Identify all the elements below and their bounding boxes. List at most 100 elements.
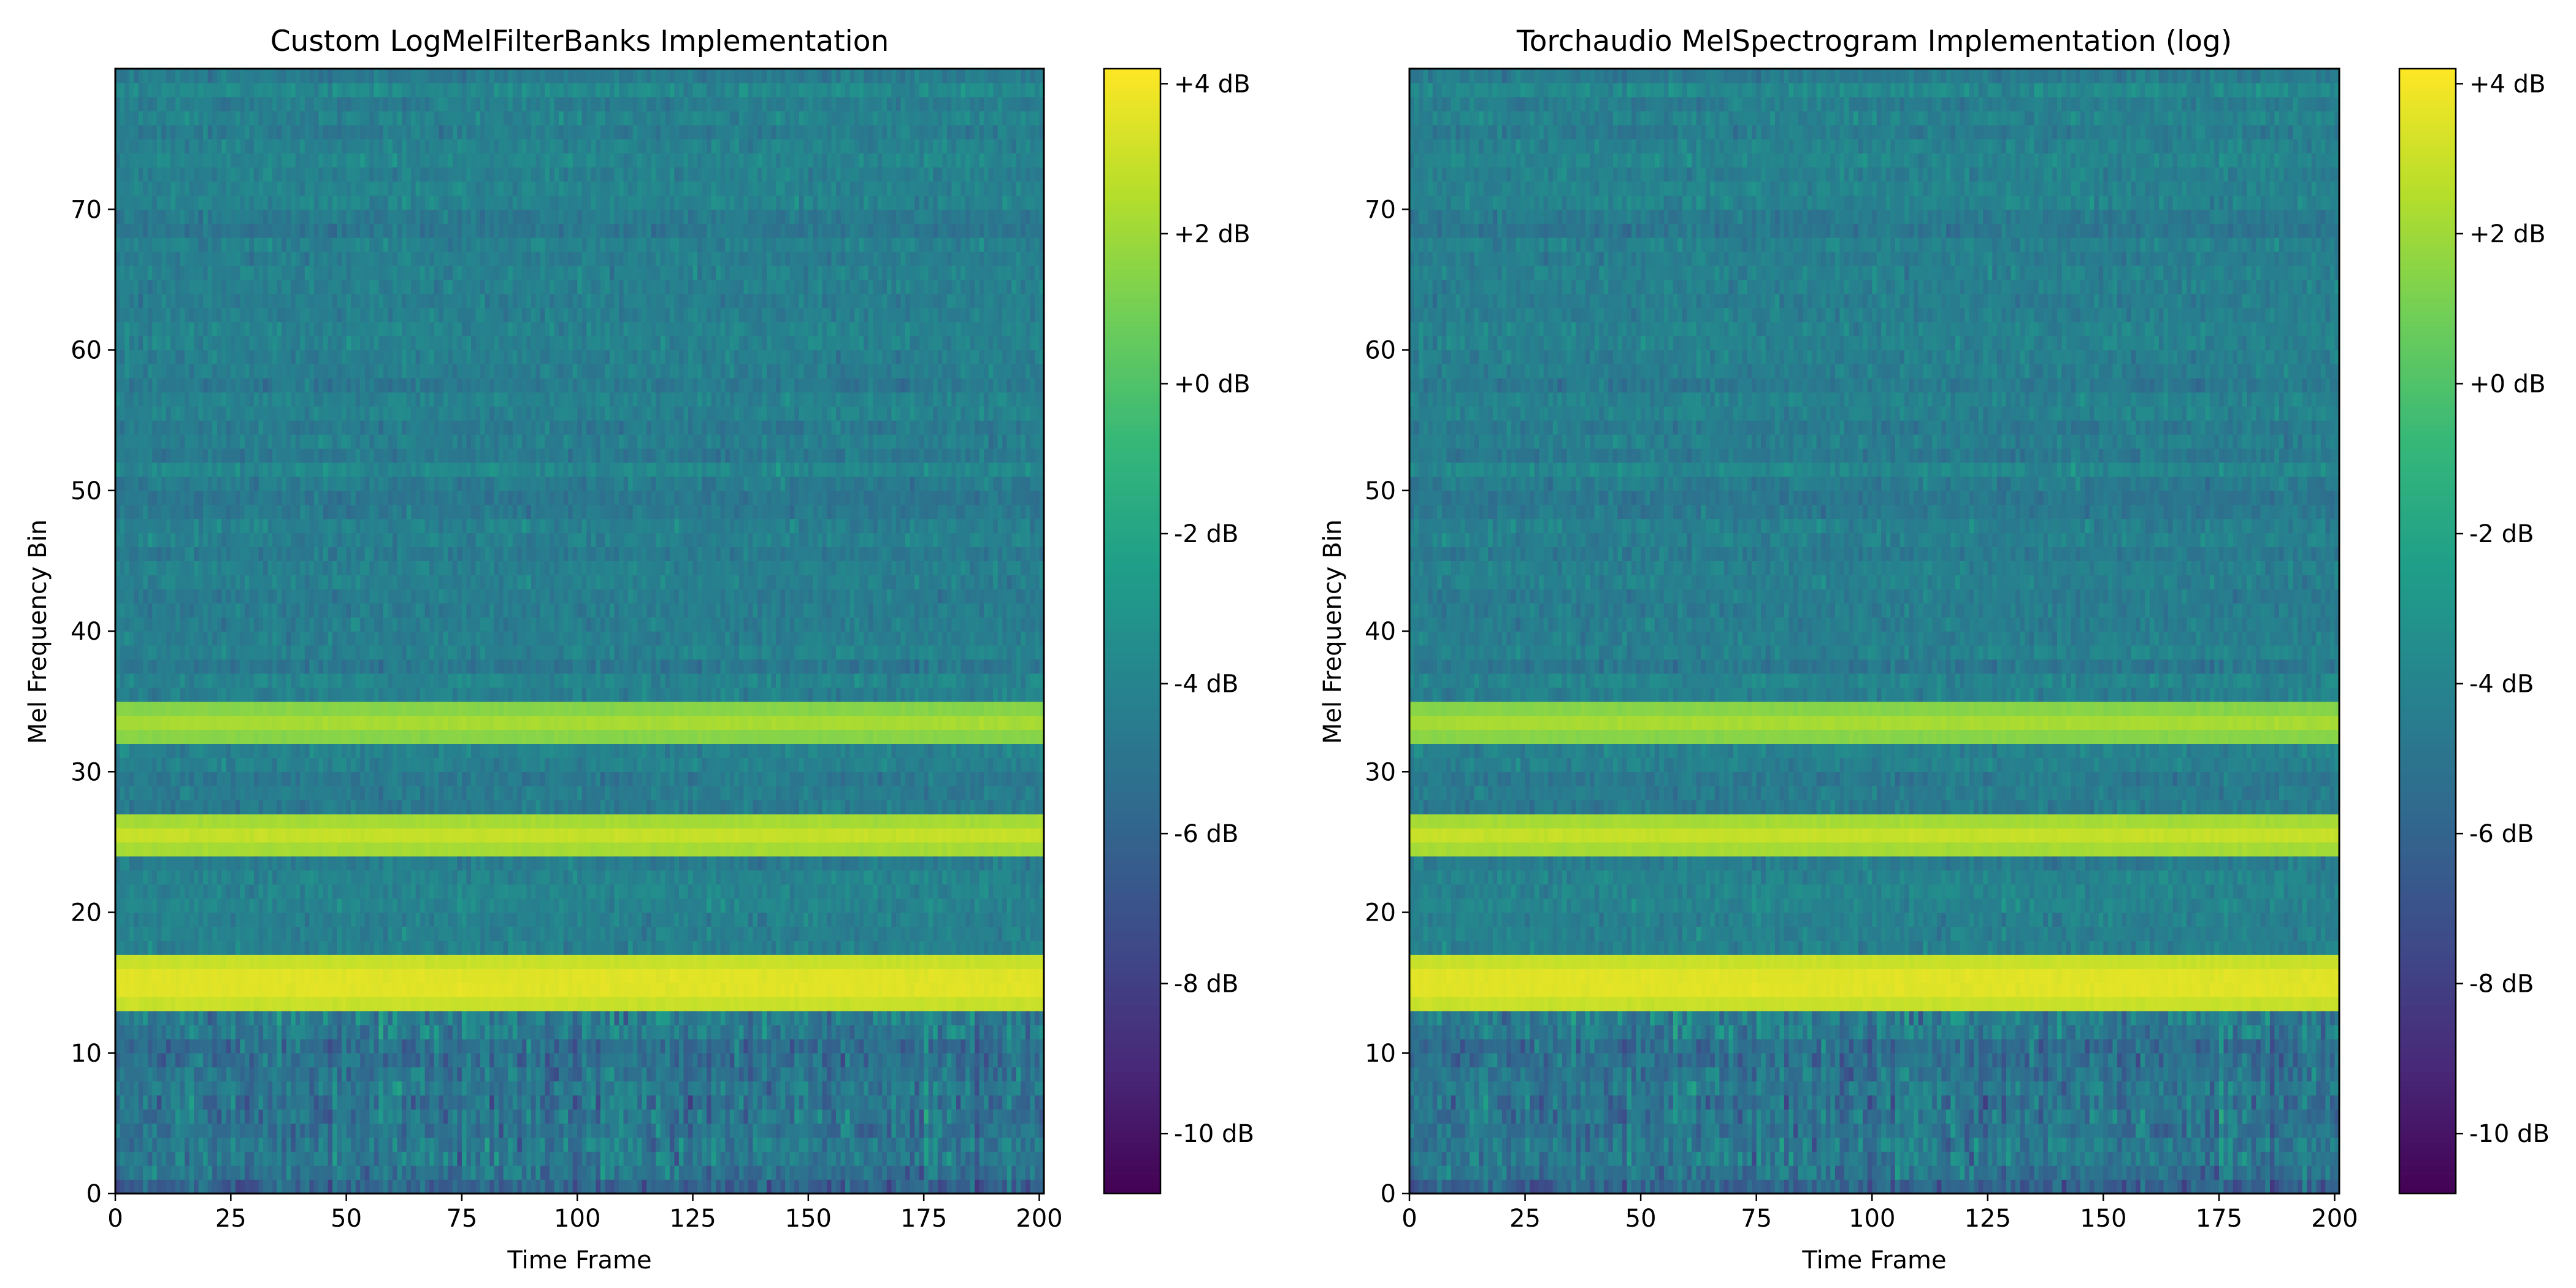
heatmap-cell <box>693 1109 698 1124</box>
heatmap-cell <box>878 1165 883 1180</box>
heatmap-cell <box>318 1137 323 1152</box>
heatmap-cell <box>240 1109 245 1124</box>
heatmap-cell <box>139 1137 144 1152</box>
heatmap-cell <box>407 1179 412 1194</box>
heatmap-cell <box>808 1109 813 1124</box>
heatmap-cell <box>383 1137 388 1152</box>
heatmap-cell <box>661 1151 665 1166</box>
heatmap-cell <box>1007 1151 1012 1166</box>
heatmap-cell <box>175 1165 180 1180</box>
heatmap-cell <box>323 1165 328 1180</box>
heatmap-cell <box>864 1109 868 1124</box>
heatmap-cell <box>411 1165 416 1180</box>
heatmap-cell <box>420 1109 425 1124</box>
heatmap-cell <box>129 1137 134 1152</box>
heatmap-cell <box>845 1123 850 1138</box>
heatmap-cell <box>526 1123 531 1138</box>
heatmap-cell <box>910 1165 915 1180</box>
heatmap-cell <box>1007 1179 1012 1194</box>
heatmap-cell <box>522 1179 527 1194</box>
heatmap-cell <box>642 1123 647 1138</box>
heatmap-cell <box>697 1109 702 1124</box>
heatmap-cell <box>808 1165 813 1180</box>
heatmap-cell <box>328 1095 332 1110</box>
heatmap-cell <box>300 1095 305 1110</box>
heatmap-cell <box>1002 1123 1007 1138</box>
heatmap-cell <box>951 1151 956 1166</box>
heatmap-cell <box>402 1137 407 1152</box>
heatmap-cell <box>960 1179 965 1194</box>
heatmap-cell <box>878 1179 883 1194</box>
heatmap-cell <box>1035 1151 1040 1166</box>
heatmap-cell <box>901 1179 906 1194</box>
heatmap-cell <box>993 1123 998 1138</box>
heatmap-cell <box>637 1151 642 1166</box>
heatmap-cell <box>120 1109 125 1124</box>
heatmap-cell <box>365 1123 370 1138</box>
heatmap-cell <box>1030 1179 1035 1194</box>
heatmap-cell <box>887 1137 892 1152</box>
heatmap-cell <box>559 1151 564 1166</box>
heatmap-cell <box>504 1137 508 1152</box>
heatmap-cell <box>323 1095 328 1110</box>
heatmap-cell <box>910 1109 915 1124</box>
heatmap-cell <box>453 1123 458 1138</box>
heatmap-cell <box>226 1165 231 1180</box>
heatmap-cell <box>989 1165 994 1180</box>
heatmap-cell <box>351 1165 356 1180</box>
heatmap-cell <box>504 1151 508 1166</box>
heatmap-cell <box>522 1165 527 1180</box>
heatmap-cell <box>582 1151 587 1166</box>
heatmap-cell <box>878 1109 883 1124</box>
heatmap-cell <box>347 1095 351 1110</box>
heatmap-cell <box>125 1095 129 1110</box>
heatmap-cell <box>929 1109 933 1124</box>
heatmap-cell <box>573 1095 578 1110</box>
heatmap-cell <box>841 1109 846 1124</box>
heatmap-cell <box>526 1109 531 1124</box>
heatmap-cell <box>813 1165 818 1180</box>
heatmap-cell <box>254 1095 259 1110</box>
heatmap-cell <box>318 1151 323 1166</box>
heatmap-cell <box>596 1095 600 1110</box>
heatmap-cell <box>970 1109 975 1124</box>
heatmap-cell <box>540 1109 545 1124</box>
heatmap-cell <box>393 1165 397 1180</box>
heatmap-cell <box>143 1137 148 1152</box>
heatmap-cell <box>268 1095 273 1110</box>
heatmap-cell <box>190 1179 194 1194</box>
heatmap-cell <box>845 1151 850 1166</box>
heatmap-cell <box>989 1123 994 1138</box>
heatmap-cell <box>420 1179 425 1194</box>
heatmap-cell <box>891 1137 896 1152</box>
heatmap-cell <box>1021 1137 1025 1152</box>
heatmap-cell <box>864 1137 868 1152</box>
heatmap-cell <box>721 1123 726 1138</box>
heatmap-cell <box>836 1165 841 1180</box>
heatmap-cell <box>240 1151 245 1166</box>
heatmap-cell <box>305 1109 310 1124</box>
heatmap-cell <box>998 1179 1003 1194</box>
heatmap-cell <box>231 1137 236 1152</box>
heatmap-cell <box>854 1109 859 1124</box>
heatmap-cell <box>637 1095 642 1110</box>
heatmap-cell <box>577 1151 582 1166</box>
heatmap-cell <box>231 1179 236 1194</box>
heatmap-cell <box>485 1109 490 1124</box>
heatmap-cell <box>286 1165 291 1180</box>
heatmap-cell <box>596 1151 600 1166</box>
heatmap-cell <box>245 1095 250 1110</box>
heatmap-cell <box>878 1123 883 1138</box>
heatmap-cell <box>236 1123 240 1138</box>
heatmap-cell <box>314 1151 319 1166</box>
heatmap-cell <box>767 1123 772 1138</box>
heatmap-cell <box>1025 1179 1030 1194</box>
heatmap-cell <box>633 1151 638 1166</box>
heatmap-cell <box>443 1109 448 1124</box>
heatmap-cell <box>785 1109 790 1124</box>
heatmap-cell <box>286 1109 291 1124</box>
heatmap-cell <box>194 1095 199 1110</box>
heatmap-cell <box>591 1095 596 1110</box>
heatmap-cell <box>1002 1151 1007 1166</box>
heatmap-cell <box>614 1151 619 1166</box>
